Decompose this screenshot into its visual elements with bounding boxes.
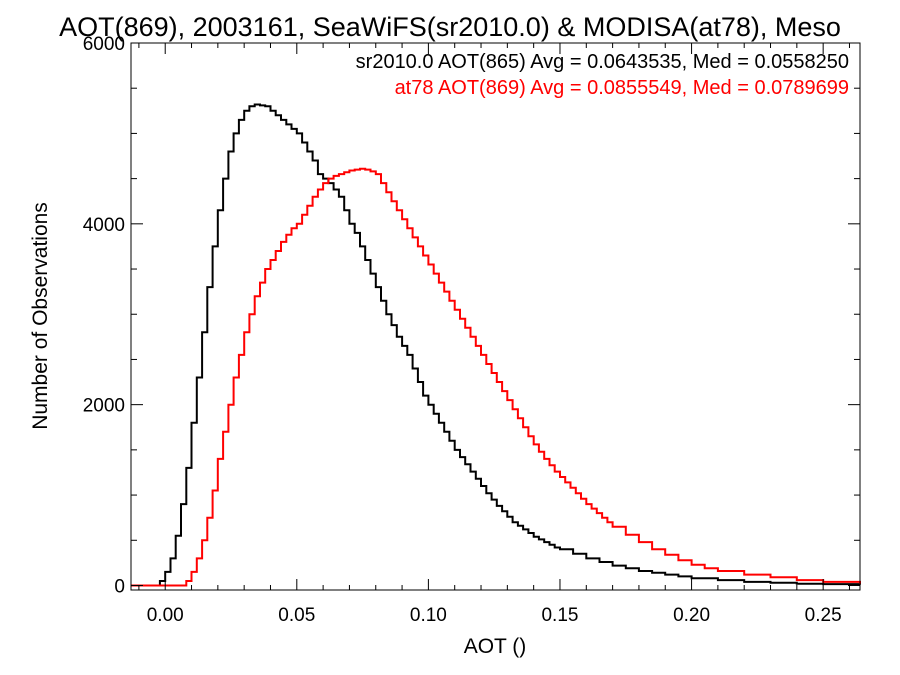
- x-axis-ticks: 0.00 0.05 0.10 0.15 0.20 0.25: [138, 43, 850, 626]
- x-tick-label: 0.10: [410, 605, 447, 626]
- plot-frame: [130, 42, 861, 591]
- x-tick-label: 0.15: [541, 605, 578, 626]
- x-axis-label: AOT (): [464, 635, 527, 658]
- y-tick-label: 4000: [83, 215, 125, 236]
- y-axis-label: Number of Observations: [29, 202, 52, 430]
- y-tick-label: 6000: [83, 34, 125, 55]
- legend-entry-series-1: sr2010.0 AOT(865) Avg = 0.0643535, Med =…: [356, 51, 849, 73]
- x-tick-label: 0.20: [673, 605, 710, 626]
- x-tick-label: 0.00: [147, 605, 184, 626]
- series-line-2: [131, 167, 861, 587]
- x-tick-label: 0.05: [278, 605, 315, 626]
- series-line-1: [131, 103, 861, 587]
- legend: sr2010.0 AOT(865) Avg = 0.0643535, Med =…: [356, 51, 849, 99]
- legend-entry-series-2: at78 AOT(869) Avg = 0.0855549, Med = 0.0…: [395, 77, 849, 99]
- y-axis-ticks: 0 2000 4000 6000: [83, 34, 860, 597]
- y-tick-label: 2000: [83, 396, 125, 417]
- x-tick-label: 0.25: [805, 605, 842, 626]
- series-layer: [131, 103, 861, 587]
- y-tick-label: 0: [114, 576, 125, 597]
- chart-title: AOT(869), 2003161, SeaWiFS(sr2010.0) & M…: [59, 12, 841, 42]
